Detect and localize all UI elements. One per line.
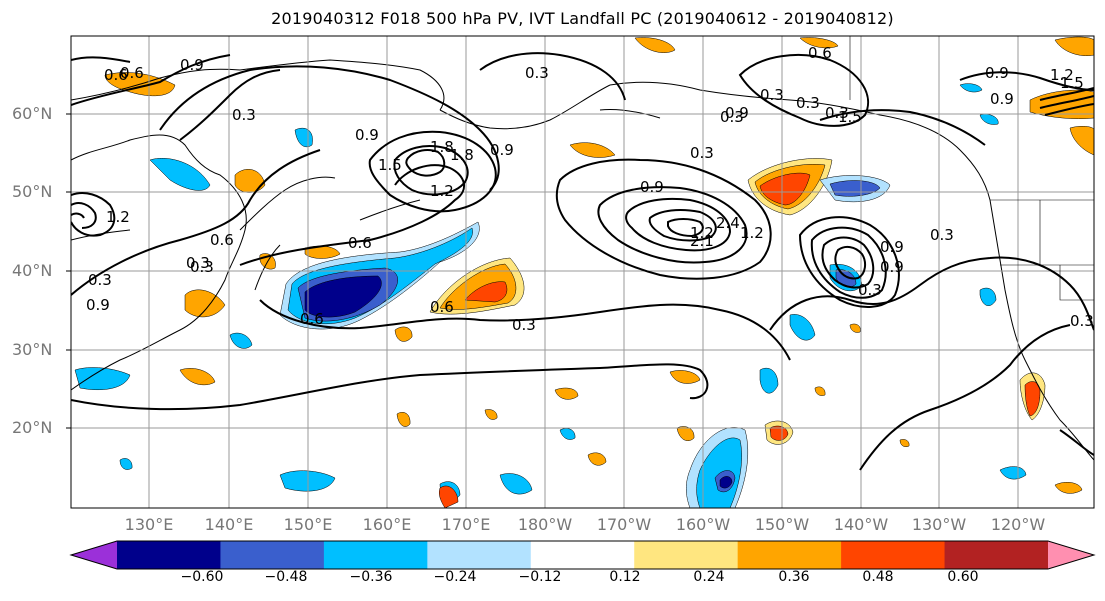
lon-label: 140°W [833,515,889,534]
contour-label: 0.3 [825,104,849,122]
contour-label: 0.9 [355,126,379,144]
lat-label: 60°N [12,104,53,123]
contour-labels: 0.6 0.9 0.3 0.3 0.6 0.9 0.3 0.9 1.2 1.5 … [86,44,1094,334]
lon-label: 160°W [675,515,731,534]
lat-label: 30°N [12,340,53,359]
plot-frame [70,35,1095,509]
contour-label: 0.6 [104,66,128,84]
plot-title: 2019040312 F018 500 hPa PV, IVT Landfall… [271,9,894,28]
contour-label: 0.6 [348,234,372,252]
contour-label: 2.1 [690,232,714,250]
contour-label: 0.6 [808,44,832,62]
contour-label: 0.3 [525,64,549,82]
contour-label: 0.6 [210,231,234,249]
colorbar-tick-label: 0.36 [778,569,810,585]
lon-label: 120°W [990,515,1046,534]
lon-label: 170°W [596,515,652,534]
lon-label: 180°W [517,515,573,534]
lon-label: 150°E [283,515,333,534]
contour-label: 2.4 [716,214,740,232]
contour-label: 0.3 [190,258,214,276]
colorbar-tick-label: −0.36 [349,569,393,585]
contour-label: 0.3 [690,144,714,162]
contour-label: 0.9 [725,104,749,122]
contour-label: 1.8 [430,138,454,156]
contour-label: 0.9 [490,141,514,159]
contour-label: 1.5 [378,156,402,174]
contour-label: 0.9 [640,178,664,196]
lat-label: 20°N [12,418,53,437]
contour-label: 1.2 [690,224,714,242]
colorbar-tick-label: −0.48 [264,569,308,585]
colorbar-tick-label: 0.24 [693,569,725,585]
contour-label: 1.8 [450,146,474,164]
contour-label: 0.3 [858,281,882,299]
contour-label: 1.2 [1050,66,1074,84]
colorbar-tick-label: 0.12 [609,569,641,585]
contour-label: 0.6 [120,64,144,82]
lon-label: 150°W [754,515,810,534]
lon-label: 130°E [124,515,174,534]
contour-label: 0.3 [88,271,112,289]
contour-label: 0.9 [180,56,204,74]
contour-label: 0.3 [760,86,784,104]
contour-label: 0.3 [232,106,256,124]
lat-label: 40°N [12,261,53,280]
contour-label: 0.3 [186,254,210,272]
lat-label: 50°N [12,182,53,201]
colorbar-tick-label: 0.48 [862,569,894,585]
colorbar-tick-label: −0.24 [433,569,477,585]
contour-label: 0.6 [430,298,454,316]
contour-label: 0.9 [86,296,110,314]
lon-label: 160°E [362,515,412,534]
contour-label: 0.3 [720,108,744,126]
colorbar-tick-label: −0.60 [180,569,224,585]
contour-label: 1.2 [430,182,454,200]
contour-label: 1.5 [1060,74,1084,92]
contour-label: 0.6 [300,310,324,328]
contour-label: 0.9 [985,64,1009,82]
colorbar-tick-label: 0.60 [947,569,979,585]
lon-label: 170°E [441,515,491,534]
contour-label: 0.3 [930,226,954,244]
contour-label: 0.9 [990,90,1014,108]
contour-label: 1.5 [838,108,862,126]
contour-label: 1.2 [106,208,130,226]
contour-label: 0.9 [880,258,904,276]
lon-label: 140°E [204,515,254,534]
contour-label: 0.3 [796,94,820,112]
contour-label: 1.2 [740,224,764,242]
lon-label: 130°W [911,515,967,534]
contour-label: 0.9 [880,238,904,256]
colorbar-tick-label: −0.12 [518,569,562,585]
graticule [71,36,1094,508]
contour-label: 0.3 [512,316,536,334]
pv-contours [71,52,1094,471]
contour-label: 0.3 [1070,312,1094,330]
